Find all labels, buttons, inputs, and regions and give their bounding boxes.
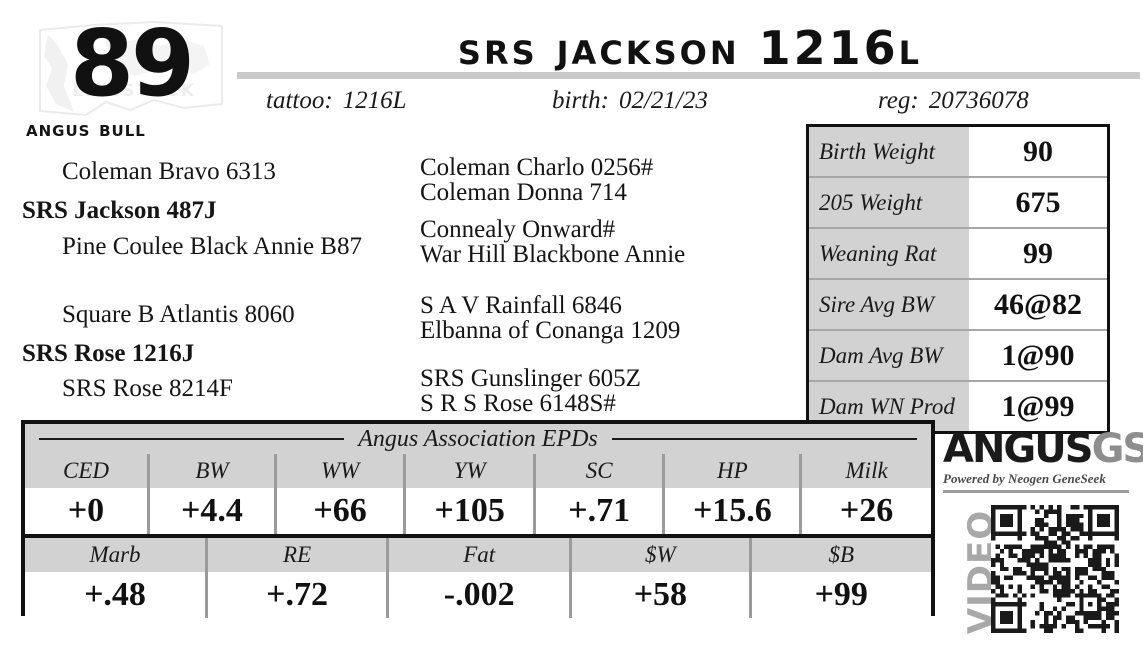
birth-field: birth: 02/21/23 bbox=[552, 86, 708, 116]
brand-divider-rule bbox=[943, 490, 1129, 493]
tattoo-value: 1216L bbox=[342, 87, 407, 114]
birth-value: 02/21/23 bbox=[618, 87, 708, 114]
performance-row-label: Birth Weight bbox=[809, 127, 969, 176]
sire-name: SRS Jackson 487J bbox=[22, 197, 217, 224]
reg-label: reg: bbox=[878, 87, 919, 114]
animal-sex-label: Angus Bull bbox=[26, 117, 146, 142]
title-divider-rule bbox=[237, 72, 1140, 79]
sire-sire-sire-name: Coleman Charlo 0256# bbox=[420, 154, 654, 181]
epd-header-cell: YW bbox=[406, 454, 536, 488]
epd-header-cell: Fat bbox=[389, 538, 573, 572]
performance-row-label: Weaning Rat bbox=[809, 229, 969, 278]
epd-header-cell: $B bbox=[828, 542, 855, 567]
epd-value-cell: +0 bbox=[25, 488, 151, 534]
performance-row-value: 99 bbox=[969, 229, 1107, 278]
epd-value-cell: +.48 bbox=[25, 572, 208, 618]
epd-title-bar: Angus Association EPDs bbox=[25, 424, 931, 454]
epd-value-cell: +105 bbox=[406, 488, 536, 534]
brand-wordmark: ANGUSGS bbox=[943, 426, 1143, 472]
brand-name-main: ANGUS bbox=[943, 426, 1094, 472]
epd-table: CED BW WW YW SC HP Milk +0 +4.4 +66 +105 +.71 +15.6… bbox=[25, 454, 931, 618]
epd-value-cell: -.002 bbox=[389, 572, 573, 618]
dam-sire-dam-name: Elbanna of Conanga 1209 bbox=[420, 317, 681, 344]
dam-dam-name: SRS Rose 8214F bbox=[62, 375, 233, 402]
performance-row: Dam WN Prod 1@99 bbox=[809, 382, 1107, 431]
epd-value-cell: +58 bbox=[572, 572, 752, 618]
epd-value-row-2: +.48 +.72 -.002 +58 +99 bbox=[25, 572, 931, 618]
performance-row: 205 Weight 675 bbox=[809, 178, 1107, 229]
epd-header-cell: SC bbox=[536, 454, 666, 488]
dam-dam-dam-name: S R S Rose 6148S# bbox=[420, 390, 616, 417]
epd-panel: Angus Association EPDs CED BW WW YW SC HP Milk… bbox=[21, 420, 935, 618]
tattoo-field: tattoo: 1216L bbox=[266, 86, 407, 116]
performance-row-value: 675 bbox=[969, 178, 1107, 227]
epd-header-row-2: Marb RE Fat $W $B bbox=[25, 538, 931, 572]
performance-row-value: 1@90 bbox=[969, 331, 1107, 380]
epd-header-row-1: CED BW WW YW SC HP Milk bbox=[25, 454, 931, 488]
epd-title-rule-left bbox=[39, 438, 345, 440]
epd-header-cell: RE bbox=[208, 538, 390, 572]
lot-block: LIVESTOCK 89 bbox=[26, 8, 236, 128]
sire-dam-dam-name: War Hill Blackbone Annie bbox=[420, 241, 686, 268]
video-qr-block: VIDEO bbox=[943, 500, 1139, 640]
watermark-text: LIVESTOCK bbox=[72, 81, 196, 101]
sire-sire-name: Coleman Bravo 6313 bbox=[62, 158, 276, 185]
animal-name-title: SRS Jackson 1216L bbox=[457, 21, 923, 75]
epd-title: Angus Association EPDs bbox=[358, 425, 598, 452]
epd-value-cell: +.71 bbox=[536, 488, 666, 534]
performance-table: Birth Weight 90 205 Weight 675 Weaning Rat 99… bbox=[806, 124, 1110, 434]
epd-value-cell: +66 bbox=[277, 488, 407, 534]
performance-row-label: 205 Weight bbox=[809, 178, 969, 227]
epd-value-cell: +4.4 bbox=[150, 488, 277, 534]
epd-value-row-1: +0 +4.4 +66 +105 +.71 +15.6 +26 bbox=[25, 488, 931, 538]
registration-field: reg: 20736078 bbox=[878, 86, 1029, 116]
performance-row-label: Sire Avg BW bbox=[809, 280, 969, 329]
epd-header-cell: BW bbox=[150, 454, 277, 488]
birth-label: birth: bbox=[552, 87, 609, 114]
epd-header-cell: $W bbox=[572, 538, 752, 572]
epd-header-cell: HP bbox=[665, 454, 803, 488]
performance-row-value: 1@99 bbox=[969, 382, 1107, 431]
dam-sire-name: Square B Atlantis 8060 bbox=[62, 301, 295, 328]
brand-tagline: Powered by Neogen GeneSeek bbox=[943, 471, 1106, 486]
epd-header-cell: CED bbox=[25, 454, 151, 488]
dam-sire-sire-name: S A V Rainfall 6846 bbox=[420, 292, 622, 319]
dam-name: SRS Rose 1216J bbox=[22, 340, 195, 367]
performance-row-label: Dam Avg BW bbox=[809, 331, 969, 380]
tattoo-label: tattoo: bbox=[266, 87, 333, 114]
performance-row: Birth Weight 90 bbox=[809, 127, 1107, 178]
epd-value-cell: +15.6 bbox=[665, 488, 803, 534]
brand-name-suffix: GS bbox=[1091, 426, 1143, 472]
epd-title-rule-right bbox=[611, 438, 917, 440]
dam-dam-sire-name: SRS Gunslinger 605Z bbox=[420, 365, 641, 392]
ranch-logo-watermark: LIVESTOCK bbox=[39, 20, 223, 117]
epd-value-cell: +26 bbox=[839, 492, 894, 529]
epd-value-cell: +99 bbox=[814, 576, 868, 613]
performance-row: Sire Avg BW 46@82 bbox=[809, 280, 1107, 331]
performance-row: Weaning Rat 99 bbox=[809, 229, 1107, 280]
video-qr-code[interactable] bbox=[991, 505, 1119, 633]
pedigree-panel: Coleman Bravo 6313 Coleman Charlo 0256# … bbox=[0, 144, 800, 417]
epd-header-cell: Milk bbox=[845, 458, 888, 483]
sire-dam-sire-name: Connealy Onward# bbox=[420, 216, 616, 243]
performance-row-value: 90 bbox=[969, 127, 1107, 176]
angus-gs-logo: ANGUSGS Powered by Neogen GeneSeek bbox=[943, 426, 1143, 618]
sire-sire-dam-name: Coleman Donna 714 bbox=[420, 179, 627, 206]
performance-row-value: 46@82 bbox=[969, 280, 1107, 329]
lot-number: 89 bbox=[69, 10, 195, 117]
performance-row: Dam Avg BW 1@90 bbox=[809, 331, 1107, 382]
epd-value-cell: +.72 bbox=[208, 572, 390, 618]
reg-value: 20736078 bbox=[928, 87, 1029, 114]
epd-header-cell: WW bbox=[277, 454, 407, 488]
epd-header-cell: Marb bbox=[25, 538, 208, 572]
sire-dam-name: Pine Coulee Black Annie B87 bbox=[62, 233, 362, 260]
